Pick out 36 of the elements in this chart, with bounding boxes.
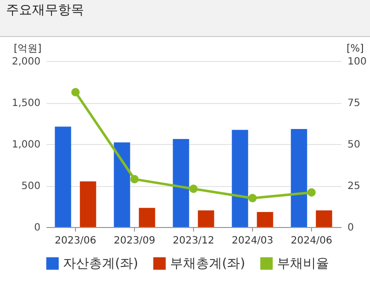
y2-tick-label: 75 (348, 98, 360, 109)
y-axis-title: [억원] (14, 44, 42, 54)
legend-label: 자산총계(좌) (63, 256, 138, 272)
bar (54, 126, 72, 227)
x-tick-label: 2024/06 (290, 236, 332, 246)
y2-tick-label: 100 (348, 56, 367, 68)
chart-title: 주요재무항목 (6, 3, 84, 18)
y-tick-label: 0 (34, 222, 40, 234)
legend-label: 부채총계(좌) (170, 256, 246, 272)
bar (290, 129, 308, 227)
y-tick-label: 2,000 (12, 56, 40, 68)
y-tick-label: 1,000 (12, 140, 40, 150)
bar (80, 181, 96, 227)
bar (256, 212, 274, 227)
y-tick-label: 1,500 (12, 98, 40, 109)
bar (316, 210, 332, 227)
x-tick-label: 2023/06 (54, 236, 96, 246)
y2-tick-label: 0 (348, 222, 354, 234)
bar (232, 130, 248, 227)
bar (138, 208, 156, 227)
bar (198, 210, 214, 227)
y2-tick-label: 50 (348, 140, 360, 150)
x-tick-label: 2023/09 (114, 236, 156, 246)
point (248, 194, 257, 202)
point (307, 188, 316, 197)
y2-tick-label: 25 (348, 181, 360, 192)
x-tick-label: 2023/12 (172, 236, 214, 246)
point (130, 175, 139, 184)
bar (114, 142, 130, 227)
y-tick-label: 500 (21, 181, 40, 192)
x-tick-label: 2024/03 (232, 236, 274, 246)
bar (172, 139, 190, 227)
y2-axis-title: [%] (346, 44, 364, 54)
point (189, 184, 198, 193)
point (71, 88, 80, 96)
legend-label: 부채비율 (277, 256, 329, 272)
